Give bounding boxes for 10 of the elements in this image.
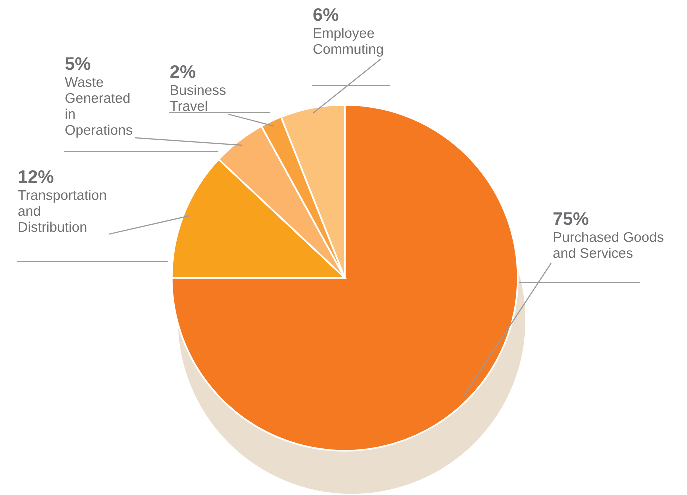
data-label: 2% [170,65,196,78]
data-label: 6% [314,8,339,22]
data-label: 75% [554,212,589,226]
slice-label: Purchased Goods and Services [554,232,664,258]
slice-label: Transportation and Distribution [18,190,106,232]
data-label: 12% [19,170,54,184]
slice-label: Waste Generated in Operations [65,78,132,138]
slice-label: Employee Commuting [314,28,384,57]
data-label: 5% [66,58,91,70]
slice-label: Business Travel [170,85,226,112]
